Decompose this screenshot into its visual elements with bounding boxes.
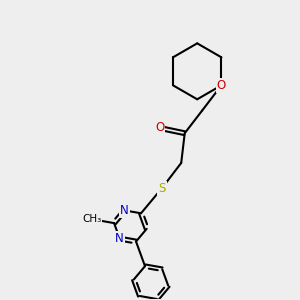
Text: N: N: [120, 204, 129, 217]
Text: O: O: [217, 79, 226, 92]
Text: O: O: [155, 122, 164, 134]
Text: CH₃: CH₃: [82, 214, 101, 224]
Text: N: N: [116, 232, 124, 245]
Text: S: S: [158, 182, 166, 195]
